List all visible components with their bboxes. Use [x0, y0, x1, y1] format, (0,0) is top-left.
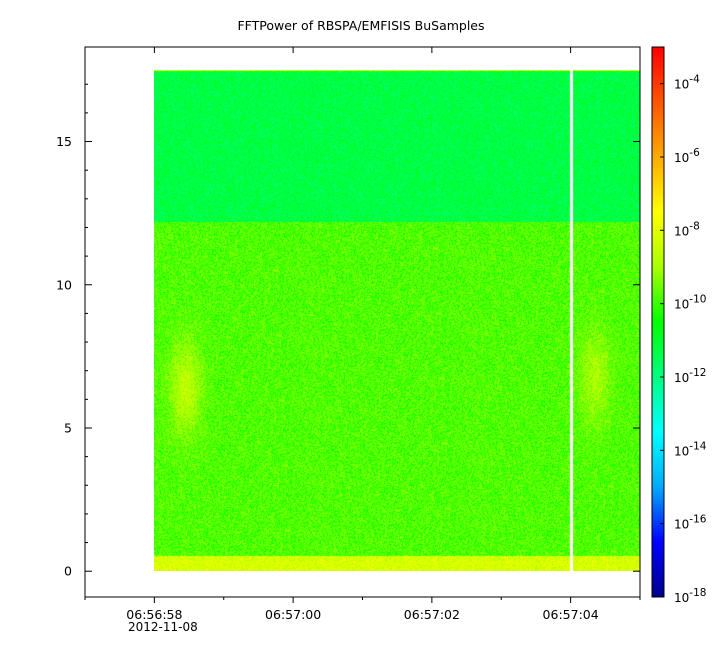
- colorbar-ticks: 10-18 10-16 10-14 10-12 10-10 10-8 10-6 10-4: [660, 74, 707, 605]
- x-tick-label: 06:56:58: [126, 607, 182, 622]
- x-axis: 06:56:58 06:57:00 06:57:02 06:57:04: [84, 47, 641, 622]
- x-tick-label: 06:57:04: [543, 607, 599, 622]
- y-tick-label: 0: [64, 564, 72, 579]
- colorbar-tick-label: 10-16: [674, 514, 707, 532]
- colorbar-tick-label: 10-8: [674, 220, 700, 238]
- y-axis: 0 5 10 15: [56, 83, 640, 579]
- y-tick-label: 10: [56, 277, 72, 292]
- colorbar-tick-label: 10-18: [674, 587, 706, 605]
- spectrogram-raster: [154, 70, 640, 571]
- colorbar-gradient: [652, 47, 664, 597]
- chart-title: FFTPower of RBSPA/EMFISIS BuSamples: [237, 18, 484, 33]
- y-tick-label: 5: [64, 420, 72, 435]
- colorbar: 10-18 10-16 10-14 10-12 10-10 10-8 10-6 10-4: [651, 46, 707, 605]
- x-tick-label: 06:57:00: [265, 607, 321, 622]
- colorbar-frame: [651, 46, 665, 598]
- colorbar-tick-label: 10-14: [674, 440, 707, 458]
- colorbar-tick-label: 10-6: [674, 147, 700, 165]
- colorbar-tick-label: 10-12: [674, 367, 706, 385]
- spectrogram-image: [154, 70, 640, 571]
- colorbar-tick-label: 10-10: [674, 294, 706, 312]
- x-date-label: 2012-11-08: [128, 620, 198, 634]
- y-tick-label: 15: [56, 134, 72, 149]
- colorbar-tick-label: 10-4: [674, 74, 700, 92]
- x-tick-label: 06:57:02: [404, 607, 460, 622]
